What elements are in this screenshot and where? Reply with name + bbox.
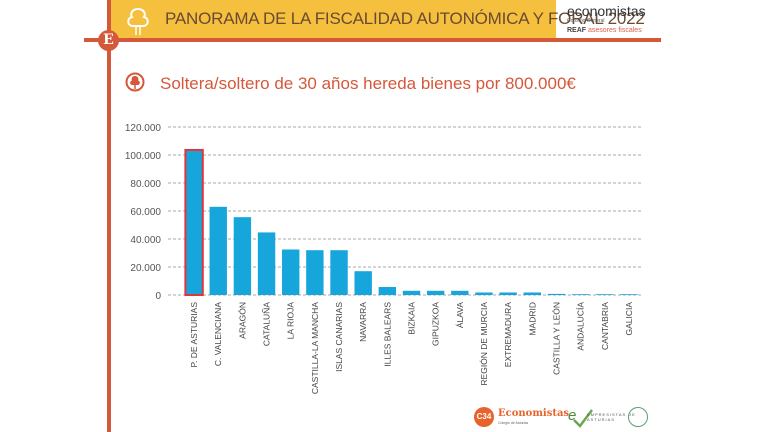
bar [523,292,541,295]
y-tick-label: 120.000 [125,123,162,134]
bar [378,287,397,295]
x-tick-label: NAVARRA [358,302,368,342]
y-tick-label: 80.000 [130,179,161,190]
brand-logo: economistas Consejo General REAF asesore… [567,4,646,36]
bar [354,271,372,295]
y-tick-label: 0 [155,291,161,302]
reaf-prefix: REAF [567,27,587,34]
header-band [111,0,556,38]
brand-name: economistas [567,3,646,19]
footer-logos: C34 Economistas Colegio de Asturias e EM… [470,402,660,432]
x-tick-label: EXTREMADURA [503,302,513,368]
bar [499,292,517,295]
x-tick-label: LA RIOJA [286,302,296,340]
x-tick-label: CANTABRIA [600,302,610,350]
x-tick-label: ANDALUCÍA [576,302,586,351]
x-tick-label: ARAGÓN [237,302,247,339]
x-tick-label: P. DE ASTURIAS [189,302,199,368]
bar [282,249,300,295]
x-tick-label: REGIÓN DE MURCIA [479,302,489,386]
bar [306,250,324,295]
bar [547,293,566,295]
section-badge: E [98,30,119,51]
economistas-logo-sub: Colegio de Asturias [498,421,529,425]
economistas-logo-text: Economistas [498,408,570,419]
x-tick-label: MADRID [527,302,537,336]
tree-icon [127,7,149,35]
x-tick-label: CASTILLA-LA MANCHA [310,302,320,394]
x-tick-label: BIZKAIA [407,302,417,335]
x-tick-label: ILLES BALEARS [382,302,392,367]
x-tick-label: CATALUÑA [262,302,272,346]
x-tick-label: CASTILLA Y LEÓN [551,302,561,375]
bar [402,290,421,295]
bar [596,294,614,295]
bar [209,206,227,295]
bar [330,250,348,295]
header-title: PANORAMA DE LA FISCALIDAD AUTONÓMICA Y F… [165,9,645,28]
decorative-horizontal-rule-left [84,38,110,42]
bar [233,217,252,295]
decorative-vertical-rule [107,0,111,432]
header-rule [111,38,661,42]
empresistas-logo-text: EMPRESISTAS DE ASTURIAS [587,412,636,422]
empresistas-logo-icon: e [568,407,593,428]
c34-logo: C34 [474,407,494,427]
x-tick-label: GIPUZKOA [431,302,441,346]
x-tick-label: ISLAS CANARIAS [334,302,344,372]
y-tick-label: 100.000 [125,151,162,162]
x-tick-label: GALICIA [624,302,634,336]
bar [257,232,276,295]
bar [620,294,638,295]
x-tick-label: ÁLAVA [455,302,465,328]
bar [475,292,493,295]
bar [451,290,469,295]
chart-title: Soltera/soltero de 30 años hereda bienes… [160,74,576,93]
chart-title-icon [125,72,145,92]
seal-logo [628,407,648,427]
reaf-suffix: asesores fiscales [588,27,642,34]
bar [426,290,445,295]
bar [571,294,590,295]
brand-reaf: REAF asesores fiscales [567,25,646,36]
bar-highlighted [184,148,204,296]
y-tick-label: 60.000 [130,207,161,218]
y-tick-label: 40.000 [130,235,161,246]
svg-text:e: e [568,407,576,424]
x-tick-label: C. VALENCIANA [213,302,223,366]
y-tick-label: 20.000 [130,263,161,274]
brand-subtitle: Consejo General [567,18,605,24]
